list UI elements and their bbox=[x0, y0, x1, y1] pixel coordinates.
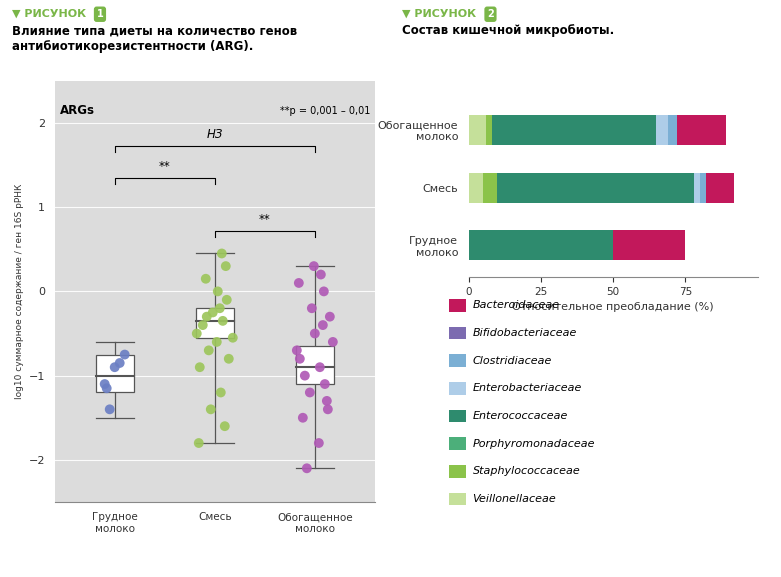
Point bbox=[216, 316, 229, 325]
Point bbox=[301, 464, 313, 473]
Text: ▼ РИСУНОК: ▼ РИСУНОК bbox=[402, 9, 476, 18]
Point bbox=[223, 354, 235, 364]
Point bbox=[294, 354, 306, 364]
Y-axis label: log10 суммарное содержание / ген 16S рРНК: log10 суммарное содержание / ген 16S рРН… bbox=[16, 183, 24, 399]
Point bbox=[320, 396, 333, 406]
Text: Staphylococcaceae: Staphylococcaceae bbox=[473, 466, 580, 477]
Point bbox=[219, 261, 232, 271]
Text: Bacteroidaceae: Bacteroidaceae bbox=[473, 300, 560, 310]
Bar bbox=[656, 115, 668, 145]
Bar bbox=[486, 115, 492, 145]
Bar bbox=[296, 346, 333, 384]
Point bbox=[291, 346, 303, 355]
Text: **: ** bbox=[259, 213, 271, 226]
Text: 1: 1 bbox=[97, 9, 103, 19]
Bar bbox=[668, 115, 676, 145]
Text: Влияние типа диеты на количество генов: Влияние типа диеты на количество генов bbox=[12, 24, 297, 38]
Point bbox=[119, 350, 131, 359]
Point bbox=[308, 329, 321, 338]
Point bbox=[322, 404, 334, 414]
Point bbox=[205, 404, 217, 414]
Text: Clostridiaceae: Clostridiaceae bbox=[473, 355, 552, 366]
Bar bbox=[700, 173, 705, 203]
Text: 2: 2 bbox=[487, 9, 494, 19]
Point bbox=[312, 439, 325, 448]
Point bbox=[194, 362, 206, 372]
Point bbox=[293, 278, 305, 287]
Point bbox=[103, 404, 116, 414]
Bar bbox=[196, 308, 234, 338]
Text: Enterococcaceae: Enterococcaceae bbox=[473, 411, 568, 421]
Point bbox=[202, 346, 215, 355]
Text: **: ** bbox=[159, 160, 170, 173]
Bar bbox=[96, 354, 134, 392]
Text: Enterobacteriaceae: Enterobacteriaceae bbox=[473, 383, 582, 394]
Point bbox=[199, 274, 212, 283]
Point bbox=[216, 249, 228, 258]
Point bbox=[314, 362, 326, 372]
Point bbox=[326, 338, 339, 347]
Point bbox=[220, 295, 233, 305]
Point bbox=[298, 371, 311, 380]
Text: НЗ: НЗ bbox=[207, 129, 223, 141]
Point bbox=[109, 362, 121, 372]
Bar bbox=[497, 173, 694, 203]
Point bbox=[101, 384, 113, 393]
Text: **p = 0,001 – 0,01: **p = 0,001 – 0,01 bbox=[280, 107, 370, 117]
X-axis label: Относительное преобладание (%): Относительное преобладание (%) bbox=[512, 302, 714, 312]
Point bbox=[304, 388, 316, 397]
Point bbox=[316, 320, 329, 329]
Text: Veillonellaceae: Veillonellaceae bbox=[473, 494, 556, 504]
Point bbox=[98, 380, 111, 389]
Text: Состав кишечной микробиоты.: Состав кишечной микробиоты. bbox=[402, 24, 615, 38]
Bar bbox=[492, 115, 656, 145]
Bar bbox=[705, 173, 734, 203]
Bar bbox=[469, 115, 486, 145]
Point bbox=[308, 261, 320, 271]
Point bbox=[212, 287, 224, 296]
Bar bbox=[613, 230, 685, 260]
Text: Bifidobacteriaceae: Bifidobacteriaceae bbox=[473, 328, 577, 338]
Point bbox=[192, 439, 205, 448]
Point bbox=[213, 304, 226, 313]
Point bbox=[226, 333, 239, 342]
Point bbox=[215, 388, 227, 397]
Point bbox=[319, 380, 331, 389]
Bar bbox=[469, 173, 483, 203]
Point bbox=[201, 312, 213, 321]
Text: антибиотикорезистентности (ARG).: антибиотикорезистентности (ARG). bbox=[12, 40, 253, 54]
Point bbox=[206, 308, 219, 317]
Bar bbox=[469, 230, 613, 260]
Text: ▼ РИСУНОК: ▼ РИСУНОК bbox=[12, 9, 86, 18]
Point bbox=[113, 358, 126, 368]
Point bbox=[219, 422, 231, 431]
Point bbox=[191, 329, 203, 338]
Bar bbox=[676, 115, 726, 145]
Point bbox=[315, 270, 327, 279]
Point bbox=[305, 304, 318, 313]
Point bbox=[297, 413, 309, 422]
Point bbox=[197, 320, 209, 329]
Bar bbox=[483, 173, 497, 203]
Point bbox=[211, 338, 223, 347]
Bar bbox=[694, 173, 700, 203]
Text: ARGs: ARGs bbox=[59, 104, 95, 118]
Point bbox=[323, 312, 336, 321]
Point bbox=[318, 287, 330, 296]
Text: Porphyromonadaceae: Porphyromonadaceae bbox=[473, 439, 595, 449]
